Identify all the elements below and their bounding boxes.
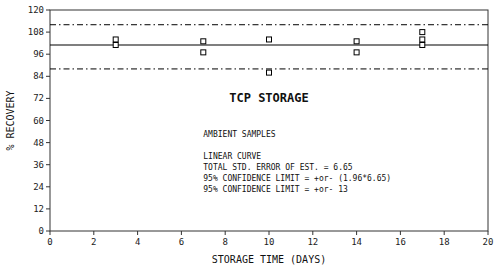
y-tick-label: 0 [39, 226, 44, 236]
plot-frame [50, 10, 488, 231]
x-tick-label: 2 [91, 237, 96, 247]
y-tick-label: 72 [33, 93, 44, 103]
x-tick-label: 14 [351, 237, 362, 247]
x-tick-label: 6 [179, 237, 184, 247]
y-tick-label: 120 [28, 5, 44, 15]
data-point [113, 37, 118, 42]
annotation-line: AMBIENT SAMPLES [203, 130, 275, 139]
y-tick-label: 96 [33, 49, 44, 59]
data-point [354, 50, 359, 55]
data-point [354, 39, 359, 44]
x-tick [488, 231, 489, 235]
annotation: AMBIENT SAMPLES LINEAR CURVE TOTAL STD. ER… [203, 130, 391, 194]
y-axis: 0 12 24 36 48 60 72 84 96 108 120 [28, 5, 50, 236]
y-tick [46, 32, 50, 33]
data-point [420, 37, 425, 42]
x-tick-label: 16 [395, 237, 406, 247]
x-tick [356, 231, 357, 235]
y-tick [46, 186, 50, 187]
x-tick-label: 0 [47, 237, 52, 247]
y-tick [46, 76, 50, 77]
y-tick [46, 142, 50, 143]
chart: 0246810121416182001224364860728496108120… [0, 0, 500, 271]
marks [50, 25, 488, 75]
x-tick [400, 231, 401, 235]
y-tick-label: 60 [33, 116, 44, 126]
x-tick-label: 18 [439, 237, 450, 247]
x-tick-label: 10 [264, 237, 275, 247]
x-tick [444, 231, 445, 235]
annotation-line: TOTAL STD. ERROR OF EST. = 6.65 [203, 163, 352, 172]
chart-container: 0246810121416182001224364860728496108120… [0, 0, 500, 271]
data-point [201, 50, 206, 55]
annotation-line: LINEAR CURVE [203, 152, 261, 161]
x-tick [181, 231, 182, 235]
y-tick [46, 208, 50, 209]
y-tick-label: 48 [33, 138, 44, 148]
data-point [420, 30, 425, 35]
reference-line [50, 68, 488, 69]
annotation-line: 95% CONFIDENCE LIMIT = +or- 13 [203, 185, 348, 194]
y-tick [46, 98, 50, 99]
data-point [113, 42, 118, 47]
x-tick-label: 8 [222, 237, 227, 247]
x-tick [312, 231, 313, 235]
x-tick [269, 231, 270, 235]
y-tick-label: 24 [33, 182, 44, 192]
y-tick [46, 10, 50, 11]
y-tick-label: 84 [33, 71, 44, 81]
x-tick [93, 231, 94, 235]
y-tick [46, 164, 50, 165]
x-axis-label: STORAGE TIME (DAYS) [212, 254, 326, 265]
y-tick-label: 108 [28, 27, 44, 37]
y-tick-label: 12 [33, 204, 44, 214]
y-axis-label: % RECOVERY [5, 90, 16, 150]
x-tick [50, 231, 51, 235]
data-point [201, 39, 206, 44]
x-tick-label: 12 [307, 237, 318, 247]
y-tick [46, 54, 50, 55]
title: TCP STORAGE [229, 91, 308, 105]
x-tick [137, 231, 138, 235]
x-tick-label: 20 [483, 237, 494, 247]
x-axis: 0 2 4 6 8 10 12 14 16 18 20 [47, 231, 493, 247]
x-tick-label: 4 [135, 237, 140, 247]
annotation-line: 95% CONFIDENCE LIMIT = +or- (1.96*6.65) [203, 174, 391, 183]
y-tick [46, 120, 50, 121]
reference-line [50, 24, 488, 25]
y-tick-label: 36 [33, 160, 44, 170]
data-point [420, 42, 425, 47]
data-point [267, 37, 272, 42]
y-tick [46, 231, 50, 232]
data-point [267, 70, 272, 75]
x-tick [225, 231, 226, 235]
